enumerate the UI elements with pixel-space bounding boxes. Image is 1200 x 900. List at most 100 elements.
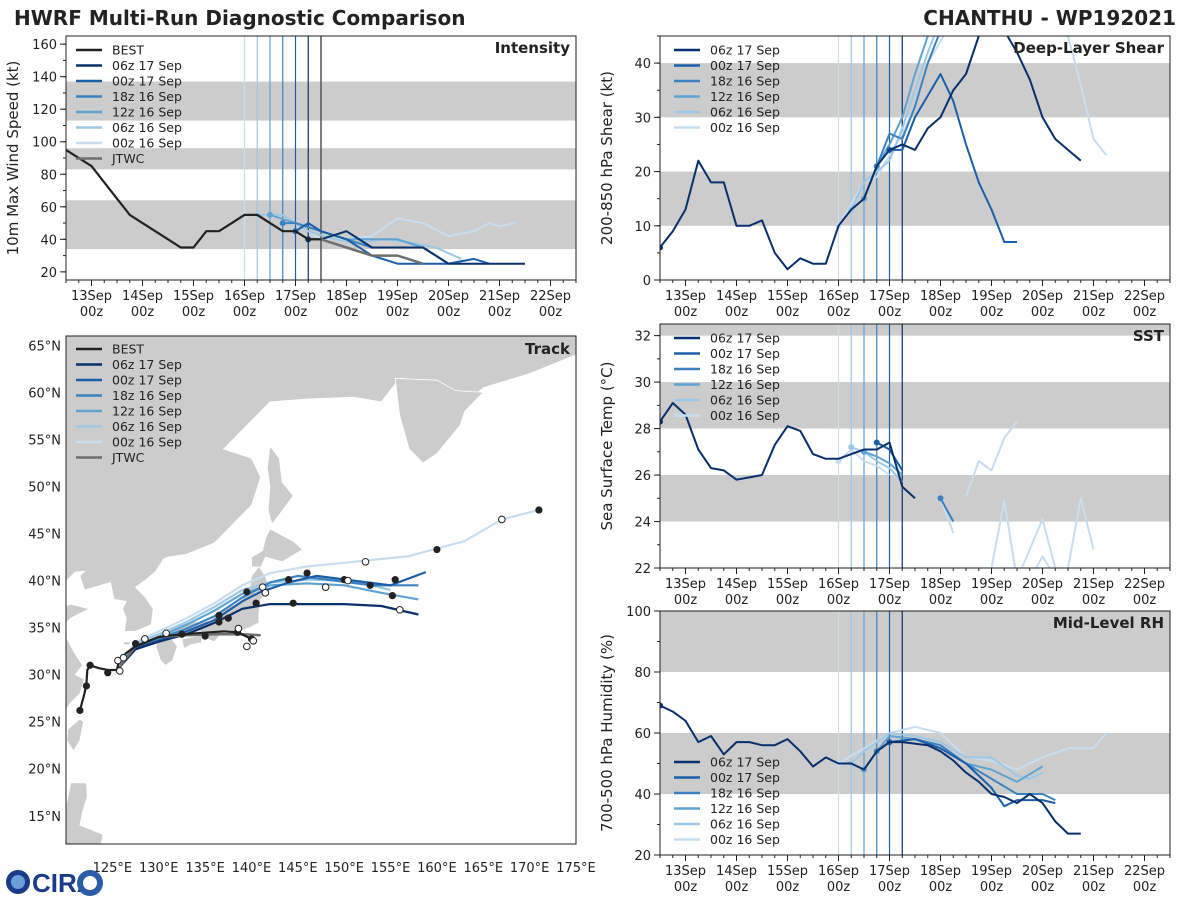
x-tick-label-hour: 00z (284, 305, 308, 320)
x-tick-label-day: 21Sep (1073, 864, 1114, 879)
series-line-run-11 (1035, 555, 1051, 568)
x-tick-label-hour: 00z (827, 305, 851, 320)
track-dot-open (396, 605, 404, 614)
run-start-marker (660, 418, 663, 425)
x-tick-label-day: 22Sep (1124, 577, 1165, 592)
track-dot-open (498, 515, 506, 524)
x-tick-label-hour: 00z (878, 593, 902, 608)
x-tick-label-day: 14Sep (716, 577, 757, 592)
series-line-run-1 (889, 73, 1017, 243)
x-tick-label-day: 19Sep (971, 289, 1012, 304)
y-tick-label: 40 (634, 57, 651, 72)
y-tick-label: 30 (634, 376, 651, 391)
legend-label: 06z 16 Sep (710, 817, 780, 832)
x-tick-label-hour: 00z (1082, 880, 1106, 895)
x-tick-label-day: 20Sep (1022, 289, 1063, 304)
track-dot-run (535, 506, 543, 514)
legend-label: 00z 17 Sep (710, 346, 780, 361)
storm-title: CHANTHU - WP192021 (923, 6, 1176, 30)
x-tick-label-hour: 00z (1133, 593, 1157, 608)
x-tick-label-day: 18Sep (920, 577, 961, 592)
legend-label: 00z 17 Sep (112, 373, 182, 388)
land-jeju (123, 641, 131, 645)
x-tick-label-day: 13Sep (665, 577, 706, 592)
x-tick-label-day: 14Sep (122, 289, 163, 304)
track-dot-best (82, 682, 90, 690)
x-tick-label-day: 21Sep (479, 289, 520, 304)
x-tick-label-day: 21Sep (1073, 289, 1114, 304)
map-frame (65, 335, 577, 845)
series-line-run-0 (660, 704, 1081, 835)
x-tick-label-hour: 00z (725, 305, 749, 320)
lon-tick-label: 140°E (232, 861, 272, 876)
track-dot-open (115, 667, 124, 675)
track-dot-run (366, 581, 374, 589)
land-hokkaido (251, 528, 304, 568)
legend-label: 06z 16 Sep (112, 419, 182, 434)
legend-label: 00z 16 Sep (710, 832, 780, 847)
series-line-run-2 (939, 497, 955, 522)
intensity-panel: 13Sep00z14Sep00z15Sep00z16Sep00z17Sep00z… (4, 35, 577, 320)
lat-tick-label: 15°N (28, 810, 61, 825)
lat-tick-label: 20°N (28, 763, 61, 778)
lat-tick-label: 60°N (28, 386, 61, 401)
legend-label: 18z 16 Sep (112, 388, 182, 403)
x-tick-label-hour: 00z (674, 593, 698, 608)
legend-label: 06z 17 Sep (112, 58, 182, 73)
lat-tick-label: 65°N (28, 339, 61, 354)
x-tick-label-hour: 00z (80, 305, 104, 320)
x-tick-label-day: 22Sep (530, 289, 571, 304)
y-axis-label: Sea Surface Temp (°C) (598, 361, 616, 530)
series-line-run-6 (1067, 36, 1108, 156)
x-tick-label-hour: 00z (233, 305, 257, 320)
lon-tick-label: 145°E (278, 861, 318, 876)
x-tick-label-hour: 00z (929, 880, 953, 895)
y-tick-label: 26 (634, 469, 651, 484)
x-tick-label-hour: 00z (1082, 305, 1106, 320)
series-line-run-8 (990, 499, 1017, 568)
y-axis-label: 700-500 hPa Humidity (%) (598, 634, 616, 832)
x-tick-label-hour: 00z (725, 880, 749, 895)
land-taiwan (66, 718, 85, 752)
track-dot-best (131, 640, 140, 648)
x-tick-label-hour: 00z (980, 593, 1004, 608)
track-dot-open (361, 557, 370, 566)
track-dot-open (162, 629, 170, 638)
x-tick-label-day: 16Sep (818, 289, 859, 304)
x-tick-label-day: 13Sep (665, 289, 706, 304)
plot-area (660, 36, 1108, 280)
y-tick-label: 60 (634, 727, 651, 742)
x-tick-label-hour: 00z (929, 305, 953, 320)
track-dot-open (119, 653, 128, 662)
x-tick-label-hour: 00z (776, 593, 800, 608)
legend-label: 00z 17 Sep (710, 58, 780, 73)
lon-tick-label: 175°E (556, 861, 596, 876)
panel-title: Deep-Layer Shear (1013, 39, 1164, 57)
y-tick-label: 32 (634, 330, 651, 345)
y-tick-label: 120 (32, 103, 57, 118)
x-tick-label-hour: 00z (827, 593, 851, 608)
shaded-band (660, 382, 1170, 429)
track-dot-run (289, 599, 297, 607)
sst-panel: 13Sep00z14Sep00z15Sep00z16Sep00z17Sep00z… (598, 323, 1171, 608)
lon-tick-label: 170°E (510, 861, 550, 876)
legend-label: 06z 16 Sep (710, 105, 780, 120)
series-line-run-0 (660, 402, 916, 500)
run-start-marker (660, 244, 663, 251)
plot-area (660, 324, 1095, 568)
track-dot-run (215, 618, 223, 626)
land-kyushu (155, 638, 178, 666)
series-line-jtwc (320, 238, 424, 265)
lat-tick-label: 25°N (28, 716, 61, 731)
x-tick-label-hour: 00z (1031, 880, 1055, 895)
figure-title: HWRF Multi-Run Diagnostic Comparison (14, 6, 465, 30)
x-tick-label-hour: 00z (878, 880, 902, 895)
x-tick-label-hour: 00z (980, 305, 1004, 320)
legend-label: 06z 16 Sep (710, 393, 780, 408)
x-tick-label-hour: 00z (335, 305, 359, 320)
track-dot-run (243, 588, 251, 596)
track-dot-best (76, 706, 84, 715)
legend-label: 12z 16 Sep (710, 377, 780, 392)
y-tick-label: 40 (634, 788, 651, 803)
y-tick-label: 60 (40, 201, 57, 216)
